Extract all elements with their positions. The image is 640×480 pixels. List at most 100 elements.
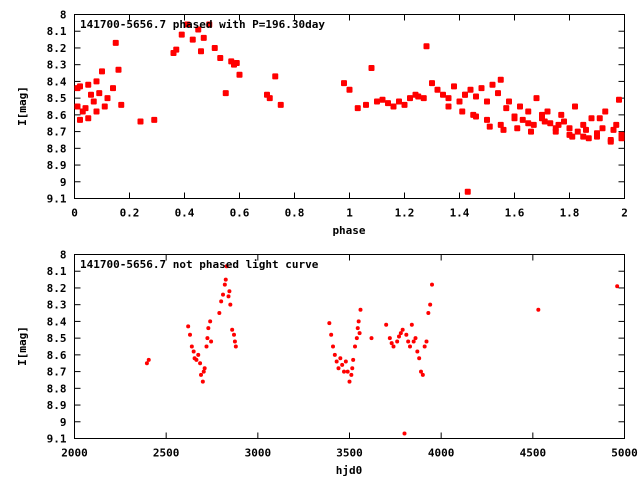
data-point bbox=[369, 336, 374, 341]
data-point bbox=[451, 83, 457, 90]
data-point bbox=[547, 120, 554, 127]
data-point bbox=[90, 98, 97, 105]
x-axis-ticks-phased: 0 0.2 0.4 0.6 0.8 1 1.2 1.4 1.6 1.8 2 bbox=[71, 14, 628, 220]
data-point bbox=[357, 331, 362, 336]
data-point bbox=[233, 344, 238, 349]
data-point bbox=[408, 344, 412, 349]
data-point bbox=[236, 71, 243, 78]
data-point bbox=[356, 319, 361, 324]
data-point bbox=[222, 90, 229, 97]
data-point bbox=[396, 98, 402, 105]
y-tick-label: 9 bbox=[60, 416, 67, 429]
data-point bbox=[404, 332, 409, 337]
data-point bbox=[347, 379, 352, 384]
data-point bbox=[489, 81, 496, 88]
x-tick-label: 0.8 bbox=[285, 207, 305, 220]
data-point bbox=[191, 349, 196, 354]
data-point bbox=[277, 101, 284, 108]
data-point bbox=[525, 108, 532, 115]
data-point bbox=[96, 90, 103, 97]
data-point bbox=[420, 372, 425, 377]
data-point bbox=[211, 44, 218, 51]
data-point bbox=[467, 86, 474, 93]
data-point bbox=[426, 311, 431, 316]
y-tick-label: 8.7 bbox=[47, 126, 67, 139]
data-point bbox=[401, 101, 408, 108]
data-point bbox=[104, 95, 111, 102]
data-point bbox=[561, 118, 567, 125]
data-point bbox=[506, 98, 512, 105]
data-point bbox=[334, 359, 339, 364]
data-point bbox=[497, 76, 504, 83]
data-point bbox=[456, 98, 463, 105]
y-tick-label: 8.4 bbox=[47, 315, 67, 328]
data-point bbox=[198, 361, 203, 366]
data-point bbox=[137, 118, 144, 125]
data-point bbox=[517, 103, 523, 110]
y-axis-ticks-unphased: 8 8.1 8.2 8.3 8.4 8.5 8.6 8.7 8.8 8.9 9 9.1 bbox=[47, 249, 625, 446]
data-point bbox=[338, 356, 343, 361]
data-point bbox=[342, 369, 346, 374]
data-point bbox=[420, 95, 427, 102]
data-point bbox=[574, 128, 581, 135]
data-point bbox=[195, 26, 202, 33]
data-point bbox=[555, 121, 562, 128]
data-point bbox=[486, 123, 493, 130]
data-point bbox=[445, 103, 452, 110]
data-point bbox=[413, 336, 418, 341]
data-point bbox=[613, 121, 620, 128]
data-point bbox=[336, 366, 341, 371]
data-point bbox=[610, 126, 617, 133]
data-point bbox=[500, 126, 507, 133]
data-point bbox=[585, 135, 592, 142]
data-point bbox=[349, 372, 354, 377]
data-point bbox=[415, 93, 422, 100]
unphased-light-curve-plot: 2000 2500 3000 3500 4000 4500 5000 88.18.28.38… bbox=[16, 249, 638, 478]
data-point bbox=[422, 344, 427, 349]
x-tick-label: 4000 bbox=[428, 447, 455, 460]
data-point bbox=[411, 339, 416, 344]
data-point bbox=[228, 302, 233, 307]
y-tick-label: 8.3 bbox=[47, 59, 67, 72]
data-point bbox=[484, 116, 490, 123]
data-point bbox=[402, 431, 407, 436]
data-point bbox=[533, 95, 540, 102]
data-point bbox=[552, 128, 559, 135]
data-point bbox=[580, 121, 587, 128]
data-point bbox=[618, 135, 625, 142]
y-tick-label: 8.6 bbox=[47, 109, 67, 122]
data-point bbox=[519, 116, 526, 123]
data-point bbox=[354, 105, 361, 112]
data-point bbox=[594, 130, 600, 137]
data-point bbox=[112, 39, 119, 46]
data-point bbox=[224, 264, 229, 269]
data-point bbox=[596, 115, 603, 122]
data-point bbox=[101, 103, 108, 110]
data-point bbox=[473, 93, 479, 100]
data-point bbox=[146, 357, 151, 362]
data-point bbox=[329, 332, 334, 337]
data-point bbox=[217, 311, 222, 316]
y-tick-label: 8.5 bbox=[47, 92, 67, 105]
data-point bbox=[173, 46, 180, 53]
phased-light-curve-plot: 0 0.2 0.4 0.6 0.8 1 1.2 1.4 1.6 1.8 2 8 8.1 8.2 8.3 8.… bbox=[16, 9, 628, 238]
data-point bbox=[222, 282, 227, 287]
data-point bbox=[429, 80, 435, 87]
data-point bbox=[525, 120, 532, 127]
data-point bbox=[569, 133, 576, 140]
x-tick-label: 0.4 bbox=[175, 207, 195, 220]
data-point bbox=[395, 339, 400, 344]
data-point bbox=[332, 352, 337, 357]
x-tick-label: 5000 bbox=[611, 447, 638, 460]
data-point bbox=[566, 125, 573, 132]
data-point bbox=[351, 357, 356, 362]
data-point bbox=[445, 95, 452, 102]
data-point bbox=[272, 73, 279, 80]
data-point bbox=[232, 332, 236, 337]
data-point bbox=[387, 336, 392, 341]
data-point bbox=[266, 95, 273, 102]
data-point bbox=[85, 81, 92, 88]
data-point bbox=[558, 111, 565, 118]
data-point bbox=[484, 98, 490, 105]
y-tick-label: 8 bbox=[60, 9, 67, 22]
